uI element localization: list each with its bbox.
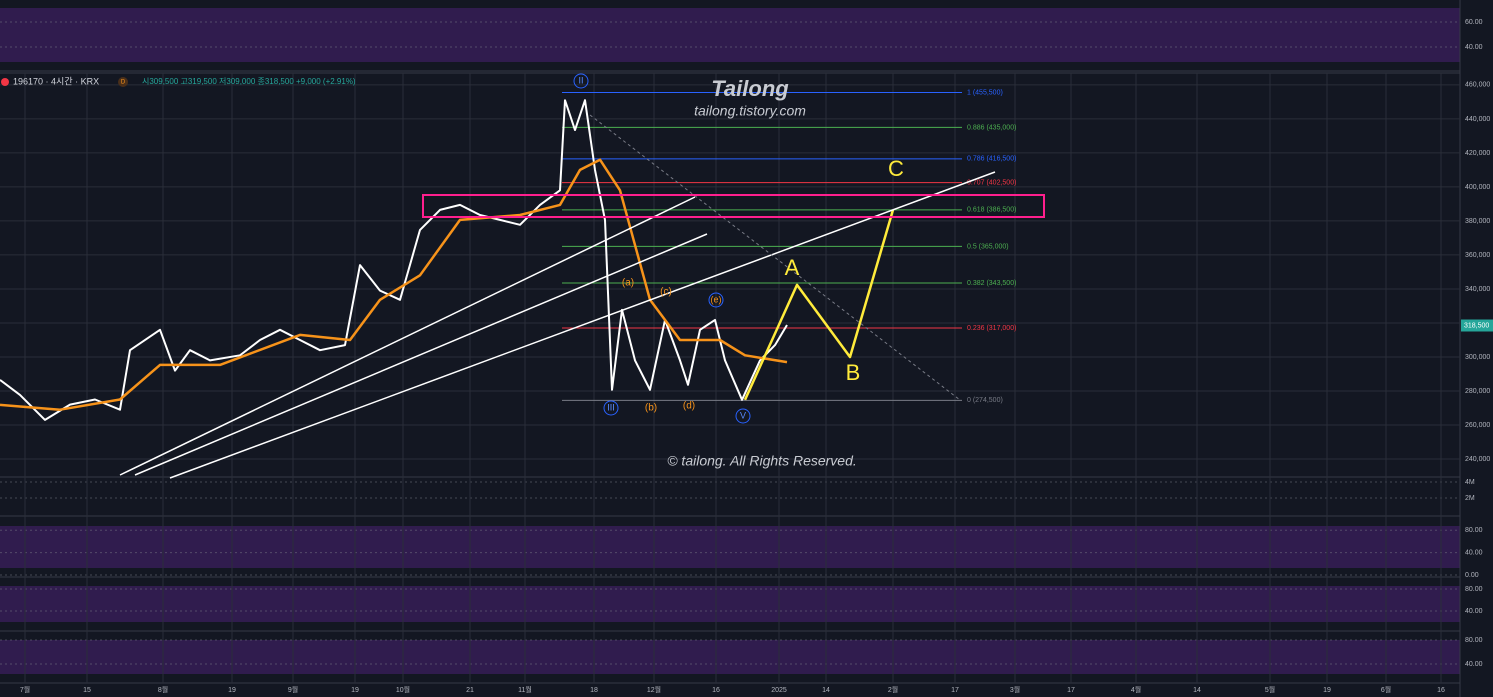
panel-tick-label: 60.00 — [1465, 19, 1483, 26]
trend-line — [134, 233, 708, 476]
panel-band — [0, 8, 1460, 62]
panel-tick-label: 4M — [1465, 479, 1475, 486]
wave-label: (b) — [645, 403, 657, 414]
projection-label: C — [888, 156, 904, 181]
wave-label: (a) — [622, 278, 634, 289]
y-tick-label: 440,000 — [1465, 116, 1490, 123]
series-line — [743, 209, 895, 401]
panel-tick-label: 80.00 — [1465, 637, 1483, 644]
projection-label: A — [785, 255, 800, 280]
x-tick-label: 19 — [1323, 687, 1331, 694]
x-tick-label: 10월 — [396, 685, 410, 694]
panel-band — [0, 586, 1460, 622]
y-tick-label: 280,000 — [1465, 388, 1490, 395]
wave-label: III — [607, 402, 615, 412]
watermark-title: Tailong — [711, 76, 789, 101]
symbol: 196170 · 4시간 · KRX — [13, 76, 99, 86]
fib-label: 0 (274,500) — [967, 397, 1003, 404]
x-tick-label: 19 — [228, 687, 236, 694]
panel-band — [0, 526, 1460, 568]
wave-label: (e) — [711, 294, 722, 304]
panel-tick-label: 40.00 — [1465, 661, 1483, 668]
x-tick-label: 14 — [1193, 687, 1201, 694]
x-tick-label: 19 — [351, 687, 359, 694]
badge — [118, 77, 128, 87]
x-tick-label: 9월 — [288, 685, 298, 694]
wave-label: V — [740, 410, 746, 420]
y-tick-label: 240,000 — [1465, 456, 1490, 463]
fib-label: 0.707 (402,500) — [967, 180, 1016, 187]
fib-label: 0.5 (365,000) — [967, 243, 1009, 250]
wave-circle — [735, 408, 751, 424]
wave-circle — [708, 292, 724, 308]
wave-label: (d) — [683, 401, 695, 412]
y-tick-label: 420,000 — [1465, 150, 1490, 157]
fib-label: 1 (455,500) — [967, 89, 1003, 96]
last-price-label: 318,500 — [1464, 322, 1489, 329]
panel-tick-label: 80.00 — [1465, 586, 1483, 593]
x-tick-label: 12월 — [647, 685, 661, 694]
x-tick-label: 17 — [951, 687, 959, 694]
series-line — [0, 99, 788, 421]
panel-tick-label: 40.00 — [1465, 608, 1483, 615]
wave-label: (c) — [660, 287, 672, 298]
ohlc: 시309,500 고319,500 저309,000 종318,500 +9,0… — [142, 77, 356, 86]
panel-tick-label: 40.00 — [1465, 44, 1483, 51]
projection-label: B — [846, 360, 861, 385]
panel-tick-label: 40.00 — [1465, 549, 1483, 556]
y-tick-label: 400,000 — [1465, 184, 1490, 191]
panel-band — [0, 640, 1460, 674]
panel-tick-label: 80.00 — [1465, 527, 1483, 534]
x-tick-label: 6월 — [1381, 685, 1391, 694]
y-tick-label: 260,000 — [1465, 422, 1490, 429]
x-tick-label: 18 — [590, 687, 598, 694]
fib-label: 0.382 (343,500) — [967, 280, 1016, 287]
x-tick-label: 4월 — [1131, 685, 1141, 694]
resistance-box — [422, 194, 1045, 218]
y-tick-label: 380,000 — [1465, 218, 1490, 225]
copyright: © tailong. All Rights Reserved. — [667, 453, 857, 469]
x-tick-label: 5월 — [1265, 685, 1275, 694]
x-tick-label: 8월 — [158, 685, 168, 694]
x-tick-label: 15 — [83, 687, 91, 694]
x-tick-label: 16 — [712, 687, 720, 694]
fib-label: 0.886 (435,000) — [967, 124, 1016, 131]
symbol-icon — [1, 78, 9, 86]
trend-line — [119, 196, 696, 476]
x-tick-label: 3월 — [1010, 685, 1020, 694]
wave-circle — [573, 73, 589, 89]
watermark-url: tailong.tistory.com — [694, 103, 806, 119]
trend-line — [169, 171, 996, 479]
y-tick-label: 460,000 — [1465, 82, 1490, 89]
price-axis-bg — [1460, 0, 1493, 697]
y-tick-label: 340,000 — [1465, 286, 1490, 293]
fib-label: 0.618 (386,500) — [967, 207, 1016, 214]
y-tick-label: 300,000 — [1465, 354, 1490, 361]
x-tick-label: 14 — [822, 687, 830, 694]
x-tick-label: 2025 — [771, 687, 787, 694]
x-tick-label: 2월 — [888, 685, 898, 694]
last-price-tag — [1461, 319, 1493, 332]
panel-tick-label: 0.00 — [1465, 572, 1479, 579]
x-tick-label: 11월 — [518, 685, 532, 694]
wave-circle — [603, 400, 619, 416]
panel-tick-label: 2M — [1465, 495, 1475, 502]
fib-label: 0.786 (416,500) — [967, 156, 1016, 163]
x-tick-label: 17 — [1067, 687, 1075, 694]
interval-badge: D — [121, 80, 126, 86]
fib-label: 0.236 (317,000) — [967, 325, 1016, 332]
x-tick-label: 7월 — [20, 685, 30, 694]
y-tick-label: 360,000 — [1465, 252, 1490, 259]
x-tick-label: 21 — [466, 687, 474, 694]
wave-label: II — [578, 75, 583, 85]
x-tick-label: 16 — [1437, 687, 1445, 694]
